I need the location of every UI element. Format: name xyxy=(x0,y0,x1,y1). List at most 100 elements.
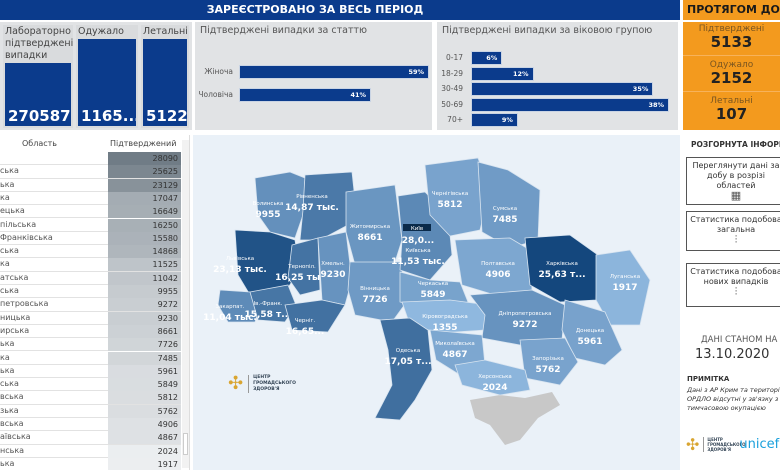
map-region[interactable] xyxy=(284,299,346,333)
confirmed-value: 11525 xyxy=(108,258,181,272)
region-name-label: Миколаївська xyxy=(435,341,475,347)
map-region[interactable] xyxy=(424,157,491,237)
bar-value-label: 12% xyxy=(512,69,529,78)
table-row[interactable]: петровська 9272 xyxy=(0,298,181,312)
map-region[interactable] xyxy=(595,249,651,326)
column-header-region[interactable]: Область xyxy=(22,139,58,148)
region-name-label: Сумська xyxy=(493,206,517,212)
table-row[interactable]: ька 7726 xyxy=(0,338,181,352)
table-row[interactable]: ька 23129 xyxy=(0,178,181,192)
bar[interactable]: 38% xyxy=(471,97,669,112)
column-header-confirmed[interactable]: Підтверджений xyxy=(110,139,177,148)
map-region[interactable] xyxy=(561,299,623,366)
map-region[interactable] xyxy=(477,161,541,249)
total-confirmed-card[interactable]: Лабораторно підтверджені випадки 270587 xyxy=(3,25,73,128)
link-daily-new-cases[interactable]: Статистика подобова нових випадків ⫶ xyxy=(686,263,780,307)
regions-table[interactable]: Область Підтверджений 28090 ська 25625 ька 2… xyxy=(0,135,190,470)
region-name-label: Одеська xyxy=(396,348,420,354)
map-region[interactable] xyxy=(347,261,409,323)
scrollbar-thumb[interactable] xyxy=(183,433,188,455)
confirmed-value: 7485 xyxy=(108,351,181,365)
table-row[interactable]: ька 5961 xyxy=(0,364,181,379)
total-deaths-card[interactable]: Летальні 5122 xyxy=(141,25,189,128)
bar[interactable]: 9% xyxy=(471,113,518,127)
table-row[interactable]: ська 25625 xyxy=(0,165,181,179)
card-label: Лабораторно підтверджені випадки xyxy=(5,26,74,61)
table-row[interactable]: вська 4906 xyxy=(0,418,181,432)
link-daily-by-region[interactable]: Переглянути дані за добу в розрізі облас… xyxy=(686,157,780,205)
table-row[interactable]: зька 5762 xyxy=(0,404,181,418)
table-row[interactable]: ирська 8661 xyxy=(0,324,181,339)
map-region[interactable] xyxy=(317,231,353,306)
table-row[interactable]: ка 17047 xyxy=(0,191,181,206)
map-region[interactable] xyxy=(287,237,321,296)
bar-value-label: 59% xyxy=(408,68,424,76)
table-icon: ▦ xyxy=(730,189,742,202)
phc-logo-icon: ✣ xyxy=(686,435,700,454)
region-value-label: 9955 xyxy=(255,210,280,220)
table-row[interactable]: ницька 9230 xyxy=(0,311,181,325)
confirmed-value: 9272 xyxy=(108,298,181,312)
total-recovered-card[interactable]: Одужало 1165... xyxy=(76,25,138,128)
crimea-region xyxy=(470,392,560,445)
table-row[interactable]: ка 11525 xyxy=(0,258,181,272)
region-name-label: Ів.-Франк. xyxy=(254,301,283,307)
confirmed-value: 17047 xyxy=(108,191,181,205)
region-name-label: Рівненська xyxy=(296,194,328,200)
map-region[interactable] xyxy=(454,359,531,396)
region-name: ька xyxy=(0,458,15,468)
note-text: Дані з АР Крим та територій ОРДЛО відсут… xyxy=(687,386,780,412)
unicef-logo: unicef xyxy=(739,437,780,452)
region-name: ецька xyxy=(0,206,25,216)
bar[interactable]: 12% xyxy=(471,66,534,81)
region-name-label: Львівська xyxy=(226,256,254,262)
table-row[interactable]: ська 9955 xyxy=(0,285,181,299)
daily-header: ПРОТЯГОМ ДОБИ xyxy=(683,0,780,20)
daily-panel: Підтверджені 5133 Одужало 2152 Летальні 107 xyxy=(683,22,780,130)
table-row[interactable]: аївська 4867 xyxy=(0,431,181,445)
region-name-label: Житомирська xyxy=(350,224,390,230)
bar[interactable]: 59% xyxy=(239,65,429,79)
region-value-label: 7485 xyxy=(492,215,517,225)
map-region[interactable] xyxy=(299,171,356,241)
table-row[interactable]: ська 5849 xyxy=(0,378,181,392)
confirmed-value: 4867 xyxy=(108,431,181,445)
region-name-label: Тернопіл. xyxy=(287,264,316,270)
region-name-label: Київська xyxy=(405,248,430,254)
table-row[interactable]: пільська 16250 xyxy=(0,218,181,232)
table-row[interactable]: 28090 xyxy=(0,152,181,166)
bar[interactable]: 35% xyxy=(471,82,654,96)
table-row[interactable]: ецька 16649 xyxy=(0,205,181,219)
kyiv-value-label: 28,0... xyxy=(402,236,434,246)
region-name-label: Харківська xyxy=(546,261,578,267)
link-daily-stats[interactable]: Статистика подобова загальна ⫶ xyxy=(686,211,780,251)
region-value-label: 16,25 тыс. xyxy=(275,273,329,283)
region-value-label: 4906 xyxy=(485,270,510,280)
footer-logos: ✣ ЦЕНТР ГРОМАДСЬКОГО ЗДОРОВ'Я unicef xyxy=(686,435,779,454)
table-row[interactable]: Франківська 15580 xyxy=(0,231,181,246)
table-row[interactable]: ька 1917 xyxy=(0,457,181,470)
region-value-label: 5762 xyxy=(535,365,560,375)
region-name: ська xyxy=(0,246,19,256)
link-label: Переглянути дані за добу в розрізі облас… xyxy=(692,161,780,190)
table-row[interactable]: атська 11042 xyxy=(0,271,181,285)
kyiv-name-label: Київ xyxy=(411,226,423,232)
table-row[interactable]: нська 2024 xyxy=(0,444,181,458)
bar[interactable]: 6% xyxy=(471,51,503,65)
bar[interactable]: 41% xyxy=(239,88,372,102)
region-value-label: 11,04 тыс. xyxy=(203,313,257,323)
table-row[interactable]: вська 5812 xyxy=(0,391,181,405)
map-region[interactable] xyxy=(254,171,306,239)
bar-value-label: 35% xyxy=(632,85,649,93)
map-region[interactable] xyxy=(374,317,433,421)
region-name: вська xyxy=(0,392,24,402)
region-name: ирська xyxy=(0,325,30,335)
table-row[interactable]: ська 14868 xyxy=(0,245,181,259)
link-label: Статистика подобова загальна xyxy=(690,215,780,234)
table-row[interactable]: ка 7485 xyxy=(0,351,181,365)
table-scrollbar[interactable] xyxy=(182,140,189,468)
confirmed-value: 14868 xyxy=(108,245,181,259)
region-value-label: 15,58 т... xyxy=(244,310,291,320)
region-name-label: Чернігівська xyxy=(432,191,468,197)
kyiv-marker[interactable] xyxy=(403,224,431,231)
